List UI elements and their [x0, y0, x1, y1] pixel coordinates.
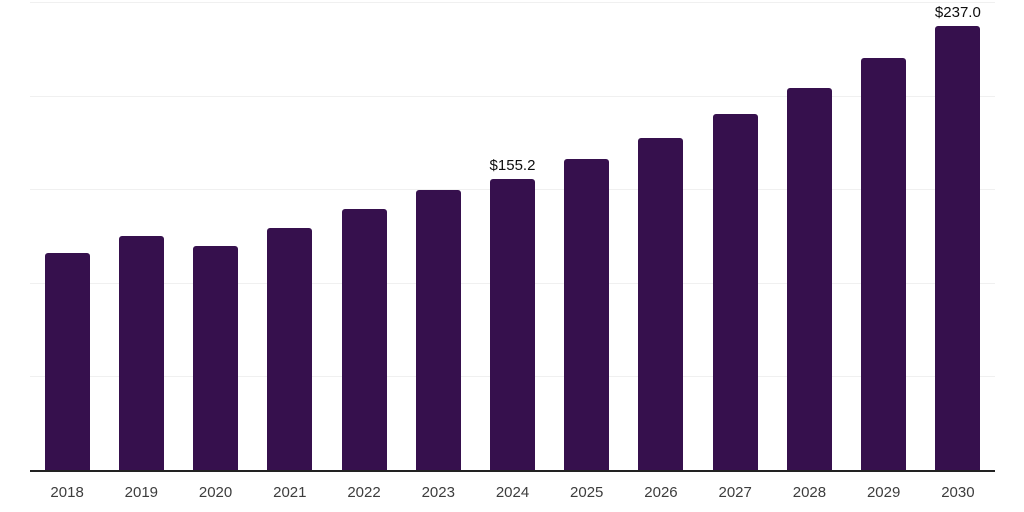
bar-2018 [44, 252, 90, 470]
x-tick-2024: 2024 [495, 484, 530, 501]
x-tick-2019: 2019 [124, 484, 159, 501]
bar-2021 [267, 227, 313, 470]
bar-2019 [118, 236, 164, 470]
bar-2023 [415, 189, 461, 470]
bar-2025 [564, 159, 610, 470]
bar-2029 [861, 58, 907, 470]
value-label-2024: $155.2 [489, 157, 536, 175]
bar-2028 [786, 88, 832, 470]
bar-2022 [341, 208, 387, 470]
x-tick-2026: 2026 [644, 484, 678, 501]
x-tick-2029: 2029 [866, 484, 901, 501]
x-tick-2027: 2027 [718, 484, 752, 501]
bar-2026 [638, 138, 684, 470]
x-tick-2030: 2030 [941, 484, 975, 501]
value-label-2030: $237.0 [934, 4, 981, 22]
x-tick-2020: 2020 [198, 484, 233, 501]
bar-2027 [712, 114, 758, 470]
x-tick-2025: 2025 [570, 484, 604, 501]
gridline-200 [30, 95, 995, 97]
x-tick-2021: 2021 [273, 484, 307, 501]
x-tick-2023: 2023 [421, 484, 455, 501]
gridline-250 [30, 2, 995, 3]
bar-2024 [490, 179, 535, 470]
x-tick-2022: 2022 [347, 484, 381, 501]
x-axis-line [30, 470, 995, 472]
bar-2030 [935, 26, 981, 470]
x-tick-2018: 2018 [50, 484, 84, 501]
bar-2020 [193, 245, 239, 470]
x-tick-2028: 2028 [792, 484, 827, 501]
